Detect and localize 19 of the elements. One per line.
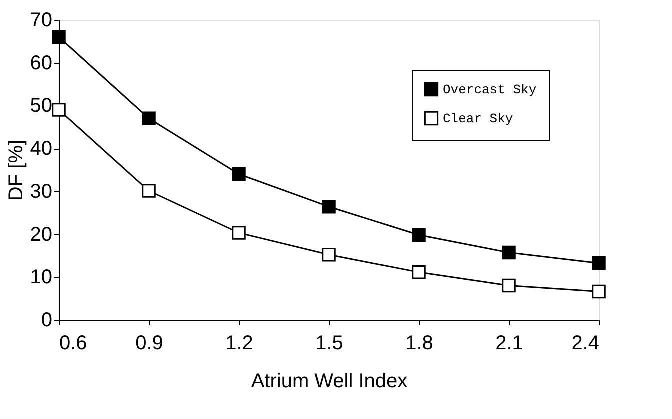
legend-label: Overcast Sky: [443, 82, 537, 98]
y-tick-label: 0: [41, 310, 52, 332]
y-tick-label: 70: [30, 10, 52, 32]
x-tick-label: 0.9: [136, 332, 164, 354]
y-tick-label: 60: [30, 52, 52, 74]
x-tick-label: 1.5: [316, 332, 344, 354]
x-tick-label: 1.8: [406, 332, 434, 354]
y-tick-label: 30: [30, 180, 52, 203]
y-tick-label: 40: [30, 138, 52, 160]
x-tick-label: 2.4: [572, 332, 600, 354]
y-tick-label: 50: [30, 95, 52, 118]
legend-label: Clear Sky: [443, 112, 514, 126]
y-axis-title: DF [%]: [5, 140, 28, 202]
y-tick-label: 10: [30, 266, 52, 289]
x-tick-label: 0.6: [60, 332, 88, 354]
x-axis-title: Atrium Well Index: [251, 370, 408, 392]
x-tick-label: 2.1: [496, 332, 524, 354]
x-tick-label: 1.2: [226, 332, 254, 354]
y-tick-label: 20: [30, 224, 52, 246]
